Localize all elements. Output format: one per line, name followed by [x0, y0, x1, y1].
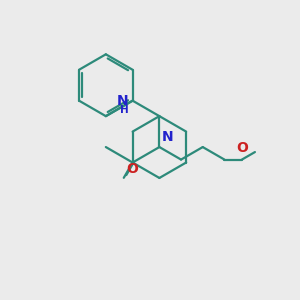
Text: N: N	[117, 94, 129, 108]
Text: H: H	[120, 105, 129, 115]
Text: N: N	[162, 130, 173, 144]
Text: O: O	[127, 162, 139, 176]
Text: O: O	[236, 141, 248, 155]
